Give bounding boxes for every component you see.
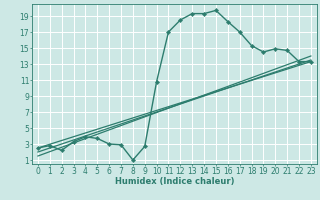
X-axis label: Humidex (Indice chaleur): Humidex (Indice chaleur) (115, 177, 234, 186)
